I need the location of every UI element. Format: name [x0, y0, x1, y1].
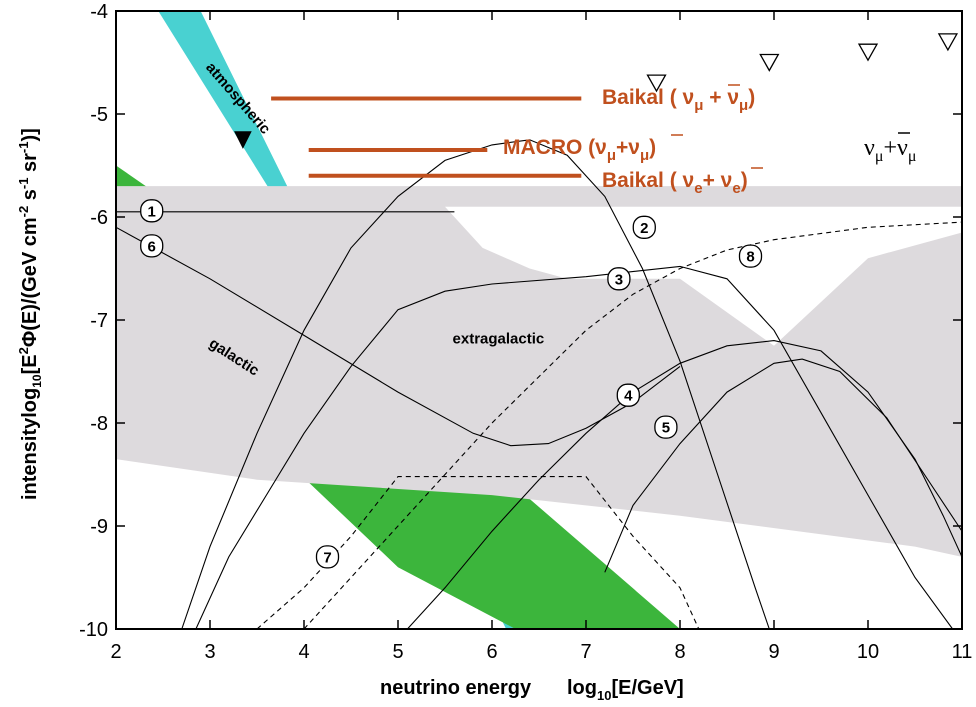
y-axis-title-log: log [19, 388, 41, 418]
markers-layer [234, 33, 959, 149]
limit-label-baikal-e: Baikal ( νe+ νe) [602, 169, 748, 197]
series-tag-label-2: 2 [640, 220, 648, 237]
upper-limit-triangle-1 [646, 74, 667, 93]
x-axis-title-log: log [567, 677, 597, 699]
x-axis-title-main: neutrino energy [380, 677, 532, 699]
y-axis-title-sr: sr [19, 153, 41, 178]
series-tag-label-3: 3 [615, 271, 623, 288]
y-axis-title-sup-m1a: -1 [16, 178, 31, 190]
limit-label-baikal-e-mid: + ν [703, 169, 733, 192]
limit-label-macro-mid: +ν [616, 136, 640, 159]
x-tick-label-7: 7 [580, 641, 591, 663]
series-tag-box-6 [140, 234, 164, 258]
white-region [445, 206, 962, 346]
series-curve-8 [303, 221, 962, 629]
y-axis-title-phi: Φ(E)/(GeV cm [19, 217, 41, 347]
series-tag-box-7 [315, 545, 340, 569]
series-layer [116, 139, 962, 629]
y-axis-title-close: )] [19, 128, 41, 141]
y-axis-title-sup-m2: -2 [16, 206, 31, 218]
series-tag-box-2 [632, 215, 656, 239]
flavor-label-plus: +ν [883, 135, 908, 161]
flavor-label-sub1: μ [875, 148, 884, 165]
limit-label-baikal-mu-end: ) [748, 86, 755, 109]
x-tick-label-2: 2 [110, 641, 121, 663]
series-curve-2 [181, 139, 770, 629]
flavor-label-nu1: ν [864, 135, 875, 161]
y-tick-label--5: -5 [90, 104, 108, 126]
x-tick-label-4: 4 [298, 641, 309, 663]
x-tick-label-11: 11 [952, 641, 973, 663]
limit-label-baikal-mu-sub2: μ [739, 97, 748, 114]
upper-limit-triangle-2 [759, 53, 780, 72]
limit-label-baikal-mu: Baikal ( νμ + νμ) [602, 86, 755, 114]
series-tag-label-6: 6 [148, 238, 156, 255]
x-tick-label-9: 9 [768, 641, 779, 663]
upper-limit-triangle-3 [857, 43, 879, 62]
y-tick-label--4: -4 [90, 1, 108, 23]
series-tag-box-5 [654, 415, 678, 439]
series-curve-7 [256, 476, 700, 629]
limit-label-macro-end: ) [649, 136, 656, 159]
series-tags-layer: 1 2 3 4 5 6 7 8 [140, 199, 763, 569]
series-curve-3 [195, 265, 954, 629]
x-axis-title-unit: log10[E/GeV] [567, 677, 684, 703]
x-tick-label-8: 8 [674, 641, 685, 663]
x-axis-title: neutrino energy [380, 677, 532, 699]
y-tick-label--7: -7 [90, 310, 108, 332]
y-axis-title-sup2: 2 [16, 347, 31, 354]
y-axis-title: intensitylog10[E2Φ(E)/(GeV cm-2 s-1 sr-1… [16, 128, 44, 500]
limit-label-baikal-e-end: ) [741, 169, 748, 192]
series-curve-5 [604, 358, 962, 573]
x-tick-label-6: 6 [486, 641, 497, 663]
ticks-layer: 2 3 4 5 6 7 8 9 10 11 -4 -5 -6 -7 -8 -9 -10 [79, 1, 972, 663]
x-tick-label-5: 5 [392, 641, 403, 663]
series-tag-label-5: 5 [662, 420, 670, 437]
y-axis-title-log-sub: 10 [30, 374, 44, 388]
filled-triangle-1 [234, 131, 252, 149]
series-tag-box-3 [607, 267, 631, 291]
series-tag-box-8 [738, 244, 763, 268]
limit-label-macro-sub2: μ [640, 147, 649, 164]
y-tick-label--6: -6 [90, 207, 108, 229]
limit-label-baikal-mu-mid: + ν [703, 86, 739, 109]
limit-label-baikal-mu-sub1: μ [694, 97, 703, 114]
x-axis-title-log-sub: 10 [597, 688, 611, 703]
series-tag-label-1: 1 [148, 203, 156, 220]
series-tag-box-4 [616, 383, 640, 407]
series-tag-label-8: 8 [746, 249, 754, 266]
limit-label-macro-text: MACRO (ν [503, 136, 607, 159]
limit-label-baikal-e-text: Baikal ( ν [602, 169, 694, 192]
limit-label-baikal-e-sub2: e [732, 180, 740, 197]
limit-label-baikal-e-sub1: e [694, 180, 702, 197]
x-tick-label-3: 3 [204, 641, 215, 663]
limit-label-baikal-mu-text: Baikal ( ν [602, 86, 694, 109]
x-tick-label-10: 10 [857, 641, 879, 663]
limits-layer [271, 96, 582, 178]
series-tag-label-7: 7 [323, 549, 331, 566]
flavor-label-sub2: μ [908, 148, 917, 165]
annotation-extragalactic: extragalactic [453, 331, 545, 348]
band-atmospheric [158, 11, 544, 629]
y-tick-label--9: -9 [90, 516, 108, 538]
limit-label-macro-sub1: μ [607, 147, 616, 164]
y-axis-title-intensity: intensity [19, 417, 41, 500]
y-tick-label--8: -8 [90, 413, 108, 435]
series-tag-box-1 [140, 199, 164, 223]
limit-label-macro: MACRO (νμ+νμ) [503, 136, 656, 164]
y-tick-label--10: -10 [79, 619, 108, 641]
bands-layer [116, 11, 962, 629]
x-axis-title-unit-rest: [E/GeV] [611, 677, 683, 699]
series-curve-6 [116, 226, 681, 447]
y-axis-title-text: intensitylog10[E2Φ(E)/(GeV cm-2 s-1 sr-1… [16, 128, 44, 500]
y-axis-title-sup-m1b: -1 [16, 142, 31, 154]
flavor-label: νμ+νμ [864, 135, 916, 165]
y-axis-title-open: [E [19, 354, 41, 374]
upper-limit-triangle-4 [937, 33, 959, 52]
series-tag-label-4: 4 [624, 388, 633, 405]
y-axis-title-s: s [19, 189, 41, 206]
